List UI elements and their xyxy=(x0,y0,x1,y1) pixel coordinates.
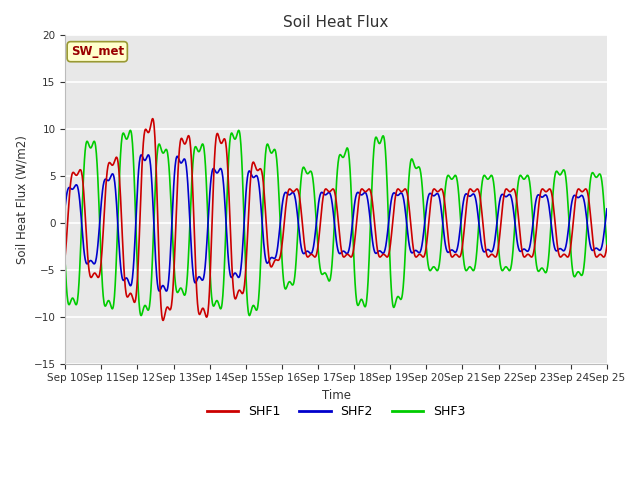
SHF1 xyxy=(303,253,311,259)
SHF3 xyxy=(371,143,378,148)
Line: SHF1: SHF1 xyxy=(65,119,607,320)
SHF1 xyxy=(61,252,69,257)
SHF3 xyxy=(125,130,133,135)
SHF1 xyxy=(125,292,133,298)
SHF1 xyxy=(149,116,157,121)
SHF1 xyxy=(159,317,167,323)
SHF2 xyxy=(103,177,111,183)
Legend: SHF1, SHF2, SHF3: SHF1, SHF2, SHF3 xyxy=(202,400,470,423)
SHF2 xyxy=(303,248,311,254)
SHF3 xyxy=(235,128,243,133)
SHF1 xyxy=(292,187,300,192)
SHF3 xyxy=(138,312,145,318)
SHF3 xyxy=(61,263,69,268)
SHF1 xyxy=(313,251,321,256)
SHF3 xyxy=(303,170,311,176)
SHF1 xyxy=(371,217,378,223)
SHF2 xyxy=(145,152,152,158)
SHF3 xyxy=(603,245,611,251)
X-axis label: Time: Time xyxy=(322,389,351,402)
SHF1 xyxy=(603,242,611,248)
SHF2 xyxy=(61,203,69,208)
SHF3 xyxy=(292,262,300,268)
SHF2 xyxy=(603,206,611,212)
Title: Soil Heat Flux: Soil Heat Flux xyxy=(284,15,388,30)
Y-axis label: Soil Heat Flux (W/m2): Soil Heat Flux (W/m2) xyxy=(15,135,28,264)
SHF2 xyxy=(292,199,300,204)
SHF3 xyxy=(313,227,321,233)
SHF1 xyxy=(103,168,111,174)
SHF2 xyxy=(163,288,170,294)
SHF2 xyxy=(313,216,321,221)
Line: SHF3: SHF3 xyxy=(65,131,607,315)
SHF2 xyxy=(125,281,133,287)
Line: SHF2: SHF2 xyxy=(65,155,607,291)
Text: SW_met: SW_met xyxy=(70,45,124,58)
SHF3 xyxy=(103,300,111,305)
SHF2 xyxy=(371,248,378,253)
